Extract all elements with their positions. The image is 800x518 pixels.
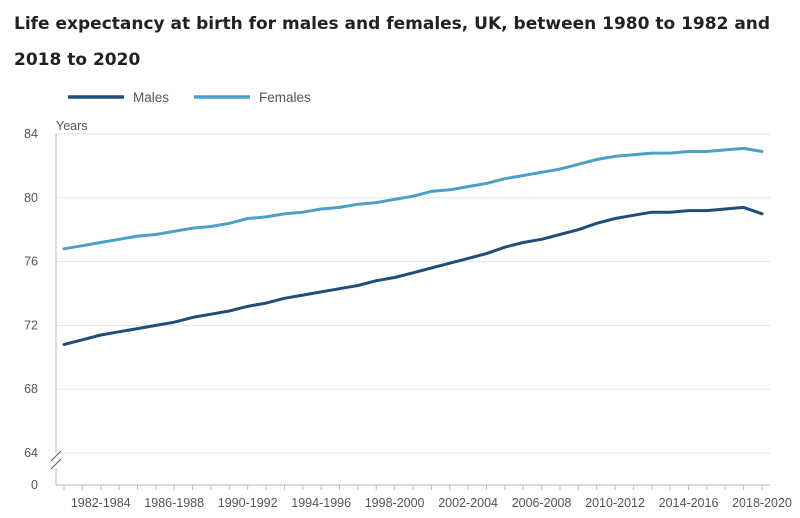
x-tick-label: 1986-1988 — [144, 496, 204, 510]
gridlines — [56, 133, 770, 486]
y-tick-label: 68 — [24, 382, 38, 396]
legend-label-males: Males — [133, 90, 169, 105]
y-tick-label: 0 — [31, 478, 38, 492]
y-axis: 84 80 76 72 68 64 0 — [24, 127, 62, 492]
y-tick-label: 80 — [24, 191, 38, 205]
series-line-males — [62, 205, 764, 346]
x-tick-label: 2018-2020 — [732, 496, 792, 510]
x-tick-label: 2014-2016 — [659, 496, 719, 510]
x-tick-label: 2002-2004 — [438, 496, 498, 510]
series-line-females — [62, 146, 764, 251]
axis-break-mark — [50, 450, 62, 462]
x-tick-label: 1982-1984 — [71, 496, 131, 510]
axis-break-gap — [51, 456, 61, 465]
chart-title: Life expectancy at birth for males and f… — [14, 14, 771, 70]
y-tick-label: 84 — [24, 127, 38, 141]
y-tick-label: 64 — [24, 446, 38, 460]
x-tick-label: 2010-2012 — [585, 496, 645, 510]
x-tick-label: 1990-1992 — [218, 496, 278, 510]
series-lines — [62, 146, 764, 346]
x-axis: 1982-1984 1986-1988 1990-1992 1994-1996 1998… — [63, 485, 792, 510]
x-tick-label: 2006-2008 — [512, 496, 572, 510]
legend-label-females: Females — [259, 90, 311, 105]
y-axis-label: Years — [56, 119, 88, 133]
axis-break-mark — [50, 458, 62, 470]
y-tick-label: 72 — [24, 318, 38, 332]
x-tick-label: 1994-1996 — [291, 496, 351, 510]
y-tick-label: 76 — [24, 255, 38, 269]
legend: Males Females — [68, 90, 311, 105]
x-tick-label: 1998-2000 — [365, 496, 425, 510]
